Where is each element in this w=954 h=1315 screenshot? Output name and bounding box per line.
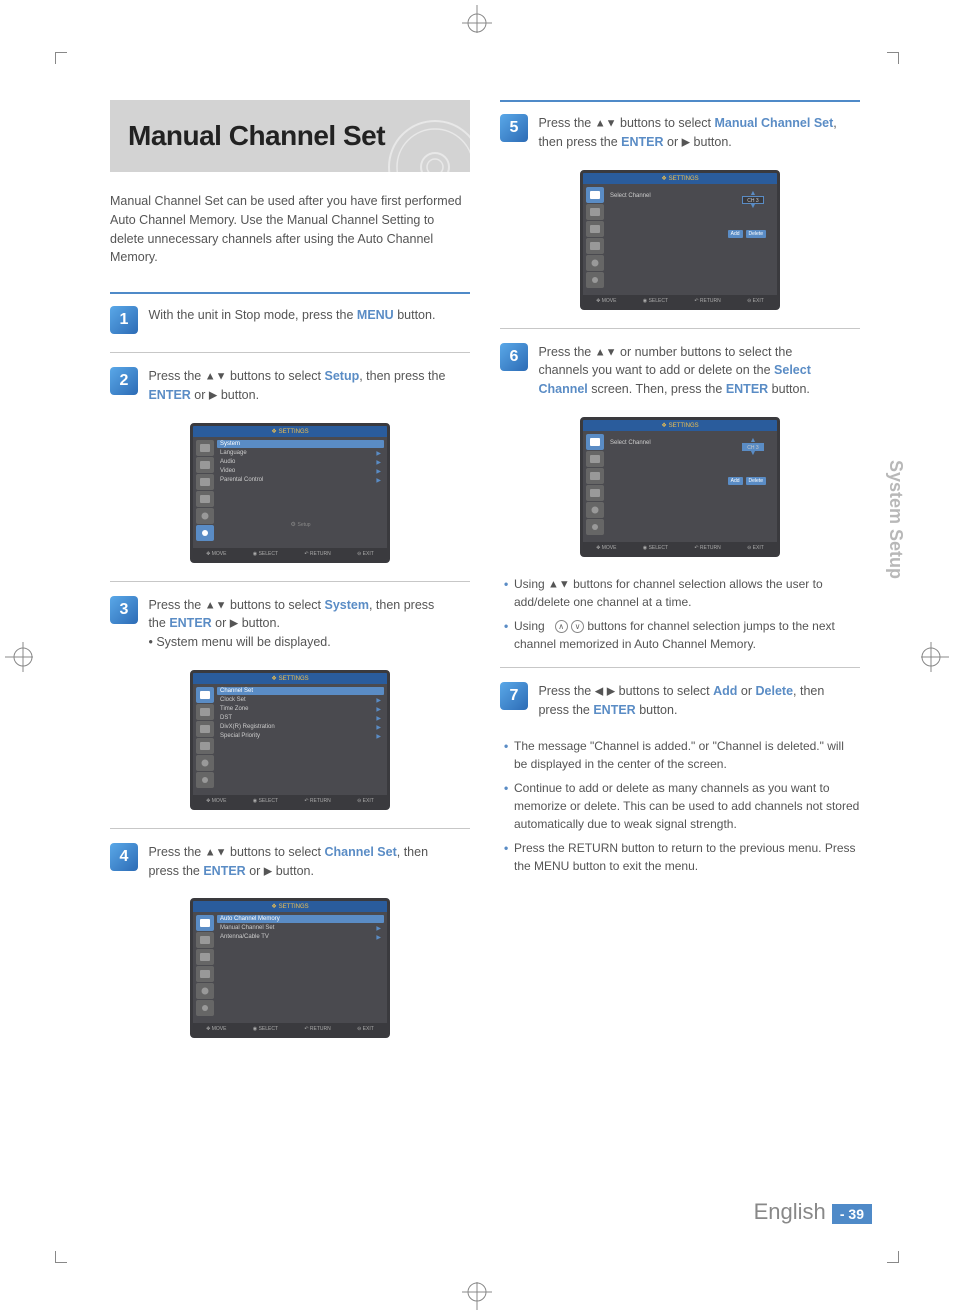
screenshot-select-ch: ❖ SETTINGS Select Channel ▲ CH 3 ▼ Add D [580, 417, 780, 557]
ch-down-icon: ∨ [571, 620, 584, 633]
step-3: 3 Press the ▲▼ buttons to select System,… [110, 596, 470, 652]
disc-decoration [370, 112, 470, 172]
step-text: Press the ◀ ▶ buttons to select Add or D… [538, 682, 838, 720]
step-text: With the unit in Stop mode, press the ME… [148, 306, 448, 325]
step-text: Press the ▲▼ buttons to select Setup, th… [148, 367, 448, 405]
divider [500, 100, 860, 102]
music-icon [200, 478, 210, 486]
step-text: Press the ▲▼ or number buttons to select… [538, 343, 838, 399]
photo-icon [200, 495, 210, 503]
page-footer: English - 39 [754, 1199, 884, 1225]
step-text: Press the ▲▼ buttons to select Manual Ch… [538, 114, 838, 152]
step-7: 7 Press the ◀ ▶ buttons to select Add or… [500, 682, 860, 720]
title-block: Manual Channel Set [110, 100, 470, 172]
dvd-icon [200, 444, 210, 452]
side-tab: System Setup [885, 460, 906, 579]
crop-mark-top [452, 5, 502, 40]
divider [110, 352, 470, 353]
crop-mark-bottom [452, 1275, 502, 1310]
step-6-bullets: Using ▲▼ buttons for channel selection a… [504, 575, 860, 653]
corner-mark-bl [55, 1251, 67, 1263]
ch-up-icon: ∧ [555, 620, 568, 633]
divider [500, 328, 860, 329]
divider [110, 828, 470, 829]
gear-icon [200, 529, 210, 537]
intro-text: Manual Channel Set can be used after you… [110, 192, 470, 267]
step-number: 5 [500, 114, 528, 142]
step-text: Press the ▲▼ buttons to select System, t… [148, 596, 448, 652]
disc-icon [200, 512, 210, 520]
language-label: English [754, 1199, 826, 1224]
screenshot-manual-ch: ❖ SETTINGS Select Channel ▲ CH 3 ▼ Add D [580, 170, 780, 310]
crop-mark-left [5, 632, 40, 682]
divider [110, 292, 470, 294]
step-5: 5 Press the ▲▼ buttons to select Manual … [500, 114, 860, 152]
step-7-bullets: The message "Channel is added." or "Chan… [504, 737, 860, 875]
screenshot-channel-set: ❖ SETTINGS Auto Channel Memory▶ Manual C… [190, 898, 390, 1038]
step-number: 1 [110, 306, 138, 334]
corner-mark-tl [55, 52, 67, 64]
step-text: Press the ▲▼ buttons to select Channel S… [148, 843, 448, 881]
screenshot-setup: ❖ SETTINGS System▶ Language▶ Audio▶ Vide… [190, 423, 390, 563]
page-number: - 39 [832, 1204, 872, 1224]
step-number: 3 [110, 596, 138, 624]
step-4: 4 Press the ▲▼ buttons to select Channel… [110, 843, 470, 881]
step-1: 1 With the unit in Stop mode, press the … [110, 306, 470, 334]
corner-mark-br [887, 1251, 899, 1263]
crop-mark-right [914, 632, 949, 682]
divider [500, 667, 860, 668]
corner-mark-tr [887, 52, 899, 64]
step-number: 6 [500, 343, 528, 371]
step-number: 2 [110, 367, 138, 395]
divider [110, 581, 470, 582]
film-icon [200, 461, 210, 469]
step-6: 6 Press the ▲▼ or number buttons to sele… [500, 343, 860, 399]
step-2: 2 Press the ▲▼ buttons to select Setup, … [110, 367, 470, 405]
step-number: 7 [500, 682, 528, 710]
step-number: 4 [110, 843, 138, 871]
screenshot-system: ❖ SETTINGS Channel Set▶ Clock Set▶ Time … [190, 670, 390, 810]
